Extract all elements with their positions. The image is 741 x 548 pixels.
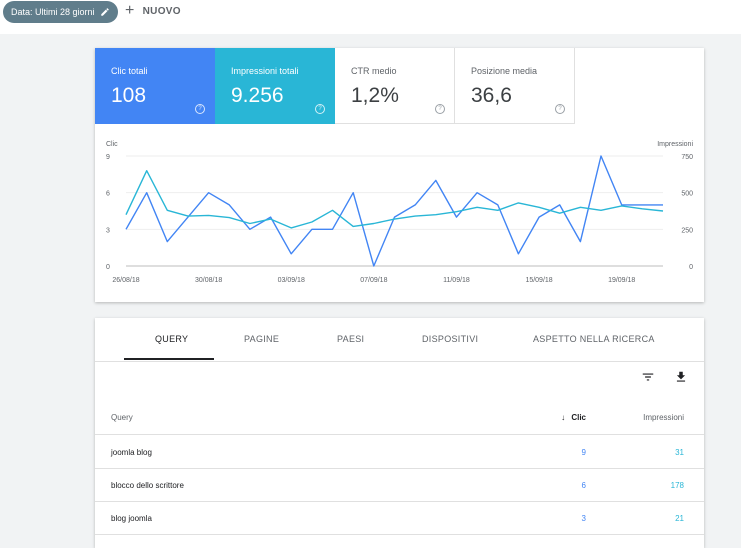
- help-icon[interactable]: ?: [315, 104, 325, 114]
- performance-chart[interactable]: Clic Impressioni 0 0 3 250 6 500 9 750 26/08/18 3…: [95, 134, 704, 294]
- dimension-tabs: QUERY PAGINE PAESI DISPOSITIVI ASPETTO N…: [95, 318, 704, 362]
- y-tick-label-right: 250: [681, 227, 693, 234]
- y-tick-label-left: 3: [106, 227, 110, 234]
- y-tick-label-right: 500: [681, 191, 693, 198]
- help-icon[interactable]: ?: [555, 104, 565, 114]
- download-icon[interactable]: [674, 370, 688, 384]
- y-tick-label-left: 0: [106, 264, 110, 271]
- x-tick-label: 15/09/18: [525, 277, 552, 284]
- metric-average-ctr[interactable]: CTR medio 1,2% ?: [335, 48, 455, 124]
- metric-value: 108: [111, 84, 147, 107]
- impressions-series-line: [125, 170, 664, 229]
- date-filter-label: Data: Ultimi 28 giorni: [11, 7, 95, 17]
- metric-value: 36,6: [471, 84, 512, 107]
- metric-label: Posizione media: [471, 66, 538, 76]
- tab-search-appearance[interactable]: ASPETTO NELLA RICERCA: [533, 334, 655, 344]
- impressions-cell: 178: [670, 481, 684, 490]
- x-tick-label: 03/09/18: [278, 277, 305, 284]
- metric-average-position[interactable]: Posizione media 36,6 ?: [455, 48, 575, 124]
- x-tick-label: 19/09/18: [608, 277, 635, 284]
- impressions-cell: 21: [675, 514, 684, 523]
- performance-card: Clic totali 108 ? Impressioni totali 9.2…: [95, 48, 704, 302]
- tab-countries[interactable]: PAESI: [337, 334, 365, 344]
- column-header-impressions[interactable]: Impressioni: [643, 413, 684, 422]
- x-tick-label: 11/09/18: [443, 277, 470, 284]
- metric-label: Impressioni totali: [231, 66, 299, 76]
- date-filter-chip[interactable]: Data: Ultimi 28 giorni: [3, 1, 118, 23]
- y-axis-label-right: Impressioni: [657, 141, 693, 148]
- y-tick-label-left: 9: [106, 154, 110, 161]
- impressions-cell: 31: [675, 448, 684, 457]
- y-axis-label-left: Clic: [106, 141, 118, 148]
- new-filter-button[interactable]: + NUOVO: [125, 2, 181, 19]
- query-cell: blog joomla: [111, 514, 152, 523]
- table-row[interactable]: blocco dello scrittore 6 178: [95, 468, 704, 502]
- query-cell: joomla blog: [111, 448, 152, 457]
- table-row[interactable]: joomla blog 9 31: [95, 435, 704, 469]
- filter-icon[interactable]: [641, 370, 655, 384]
- y-tick-label-left: 6: [106, 191, 110, 198]
- filter-bar: Data: Ultimi 28 giorni + NUOVO: [0, 0, 741, 34]
- column-header-clicks[interactable]: ↓ Clic: [561, 413, 586, 422]
- column-header-query[interactable]: Query: [111, 413, 133, 422]
- tab-devices[interactable]: DISPOSITIVI: [422, 334, 479, 344]
- clicks-cell: 9: [581, 448, 586, 457]
- x-tick-label: 30/08/18: [195, 277, 222, 284]
- new-filter-label: NUOVO: [142, 5, 181, 17]
- metric-total-clicks[interactable]: Clic totali 108 ?: [95, 48, 215, 124]
- x-tick-label: 07/09/18: [360, 277, 387, 284]
- table-row[interactable]: blog joomla 3 21: [95, 501, 704, 535]
- metric-label: Clic totali: [111, 66, 148, 76]
- help-icon[interactable]: ?: [435, 104, 445, 114]
- clicks-cell: 3: [581, 514, 586, 523]
- sort-descending-icon: ↓: [561, 413, 566, 422]
- tab-pages[interactable]: PAGINE: [244, 334, 280, 344]
- metric-total-impressions[interactable]: Impressioni totali 9.256 ?: [215, 48, 335, 124]
- clicks-cell: 6: [581, 481, 586, 490]
- y-tick-label-right: 750: [681, 154, 693, 161]
- x-tick-label: 26/08/18: [112, 277, 139, 284]
- edit-icon: [100, 8, 109, 16]
- metric-value: 1,2%: [351, 84, 399, 107]
- clicks-series-line: [125, 155, 663, 267]
- plus-icon: +: [125, 2, 135, 19]
- metric-value: 9.256: [231, 84, 284, 107]
- metric-label: CTR medio: [351, 66, 397, 76]
- table-header: Query ↓ Clic Impressioni: [95, 400, 704, 435]
- results-table-card: QUERY PAGINE PAESI DISPOSITIVI ASPETTO N…: [95, 318, 704, 548]
- help-icon[interactable]: ?: [195, 104, 205, 114]
- y-tick-label-right: 0: [689, 264, 693, 271]
- query-cell: blocco dello scrittore: [111, 481, 184, 490]
- active-tab-indicator: [124, 358, 214, 360]
- tab-query[interactable]: QUERY: [155, 334, 189, 344]
- metric-tiles: Clic totali 108 ? Impressioni totali 9.2…: [95, 48, 575, 124]
- column-header-clicks-label: Clic: [571, 413, 586, 422]
